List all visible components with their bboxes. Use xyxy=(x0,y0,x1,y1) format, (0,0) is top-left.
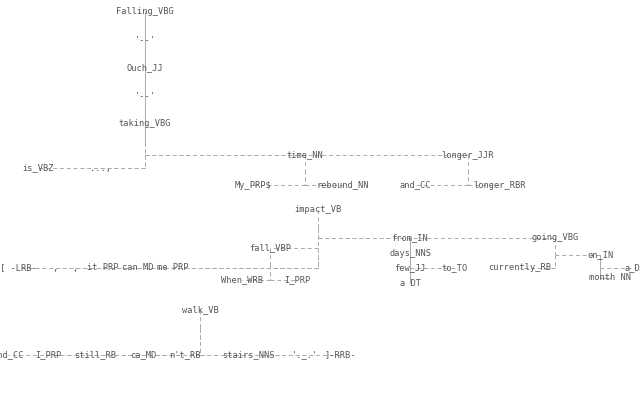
Text: from_IN: from_IN xyxy=(392,233,428,242)
Text: walk_VB: walk_VB xyxy=(182,305,218,314)
Text: it PRP: it PRP xyxy=(87,263,119,272)
Text: My_PRP$: My_PRP$ xyxy=(235,180,271,189)
Text: can MD: can MD xyxy=(122,263,154,272)
Text: taking_VBG: taking_VBG xyxy=(119,119,172,129)
Text: going_VBG: going_VBG xyxy=(531,233,579,242)
Text: a_DT: a_DT xyxy=(625,263,640,272)
Text: Falling_VBG: Falling_VBG xyxy=(116,7,174,17)
Text: to_TO: to_TO xyxy=(442,263,468,272)
Text: [ -LRB-: [ -LRB- xyxy=(0,263,36,272)
Text: rebound_NN: rebound_NN xyxy=(317,180,369,189)
Text: longer_JJR: longer_JJR xyxy=(442,151,494,160)
Text: days_NNS: days_NNS xyxy=(389,248,431,257)
Text: fall_VBP: fall_VBP xyxy=(249,244,291,252)
Text: on_IN: on_IN xyxy=(587,250,613,259)
Text: ...,: ..., xyxy=(90,163,111,173)
Text: I_PRP: I_PRP xyxy=(284,275,310,285)
Text: '--': '--' xyxy=(134,35,156,44)
Text: longer_RBR: longer_RBR xyxy=(474,180,526,189)
Text: I_PRP: I_PRP xyxy=(35,351,61,360)
Text: a DT: a DT xyxy=(399,279,420,288)
Text: stairs_NNS: stairs_NNS xyxy=(221,351,275,360)
Text: ]-RRB-: ]-RRB- xyxy=(324,351,356,360)
Text: When_WRB: When_WRB xyxy=(221,275,263,285)
Text: '--': '--' xyxy=(134,92,156,101)
Text: month NN: month NN xyxy=(589,274,631,283)
Text: few_JJ: few_JJ xyxy=(394,263,426,272)
Text: time_NN: time_NN xyxy=(287,151,323,160)
Text: Ouch_JJ: Ouch_JJ xyxy=(127,64,163,72)
Text: n't_RB: n't_RB xyxy=(169,351,201,360)
Text: '._.': '._.' xyxy=(292,351,318,360)
Text: still_RB: still_RB xyxy=(74,351,116,360)
Text: currently_RB: currently_RB xyxy=(488,263,552,272)
Text: ca_MD: ca_MD xyxy=(130,351,156,360)
Text: and_CC: and_CC xyxy=(399,180,431,189)
Text: is_VBZ: is_VBZ xyxy=(22,163,54,173)
Text: ,: , xyxy=(72,263,77,272)
Text: me PRP: me PRP xyxy=(157,263,189,272)
Text: and_CC: and_CC xyxy=(0,351,24,360)
Text: impact_VB: impact_VB xyxy=(294,206,342,215)
Text: ,: , xyxy=(52,263,58,272)
